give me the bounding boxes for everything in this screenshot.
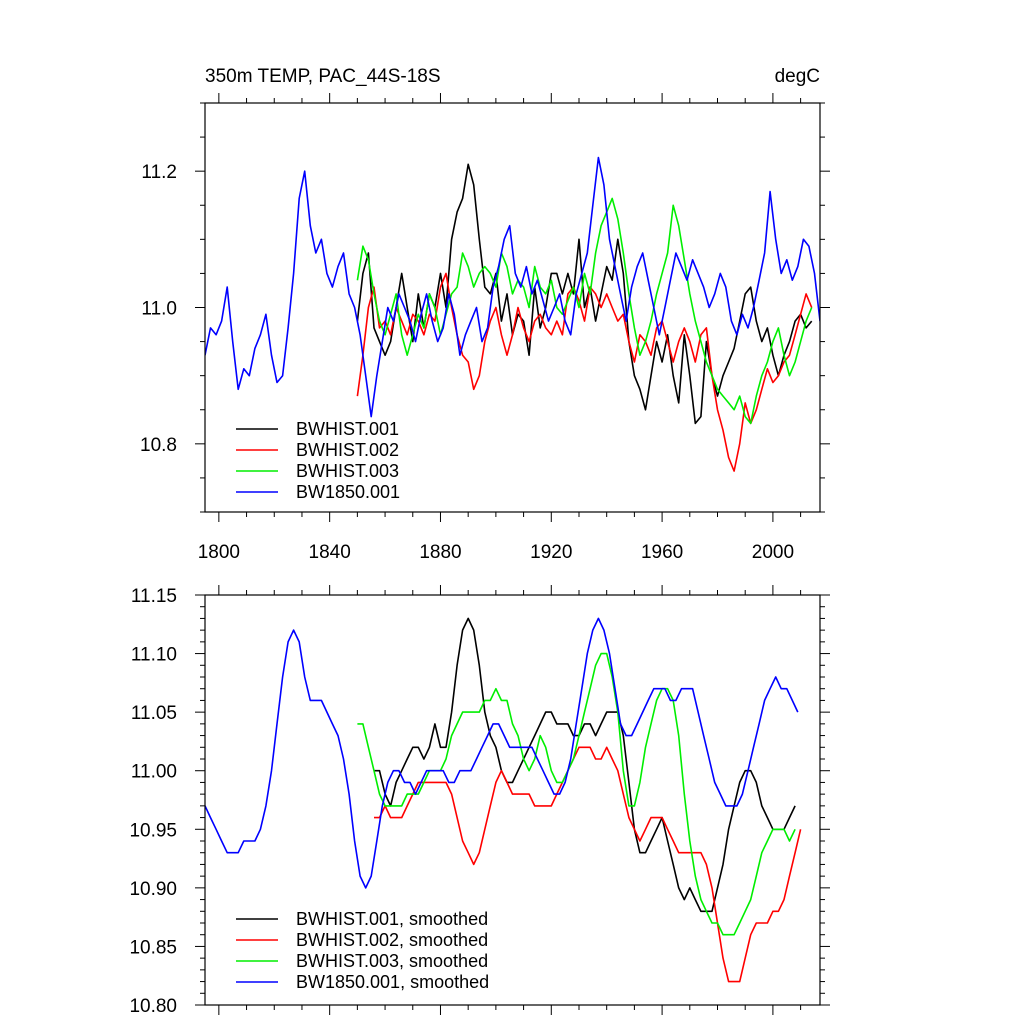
legend-entry: BW1850.001: [296, 482, 400, 502]
y-tick-label: 10.8: [140, 435, 177, 456]
series-line-bw1850-001: [205, 156, 820, 418]
y-tick-label: 10.90: [129, 879, 177, 900]
y-tick-label: 11.00: [131, 762, 177, 783]
y-tick-label: 10.85: [129, 937, 177, 958]
legend-entry: BWHIST.003: [296, 461, 399, 481]
legend-entry: BWHIST.002, smoothed: [296, 930, 488, 950]
chart-title: 350m TEMP, PAC_44S-18S: [205, 66, 441, 87]
series-line-bwhist-001-smoothed: [374, 617, 796, 913]
legend-entry: BWHIST.001: [296, 419, 399, 439]
x-tick-label: 1960: [641, 542, 683, 563]
x-tick-label: 1920: [530, 542, 572, 563]
legend-entry: BW1850.001, smoothed: [296, 972, 489, 992]
series-line-bwhist-002-smoothed: [374, 746, 802, 983]
legend-entry: BWHIST.001, smoothed: [296, 909, 488, 929]
x-tick-label: 2000: [752, 542, 794, 563]
y-tick-label: 11.05: [131, 703, 177, 724]
series-line-bwhist-003: [356, 197, 813, 425]
plot-frame: [204, 594, 821, 1006]
top-panel-raw-series: 350m TEMP, PAC_44S-18S degC 1800 1840 1880 19…: [140, 66, 830, 563]
y-tick-label: 11.2: [141, 162, 177, 183]
series-line-bwhist-002: [356, 272, 813, 472]
y-tick-label: 11.10: [131, 645, 177, 666]
y-tick-label: 11.15: [131, 586, 177, 607]
series-lines: [205, 156, 820, 472]
series-line-bw1850-001-smoothed: [205, 617, 799, 889]
legend-entry: BWHIST.002: [296, 440, 399, 460]
x-tick-label: 1880: [419, 542, 461, 563]
y-tick-label: 11.0: [141, 299, 177, 320]
chart-units: degC: [775, 66, 820, 87]
bottom-panel-smoothed-series: 10.80 10.85 10.90 10.95 11.00 11.05 11.10 11.15…: [129, 585, 830, 1017]
x-tick-label: 1840: [309, 542, 351, 563]
y-tick-label: 10.95: [129, 820, 177, 841]
y-tick-label: 10.80: [129, 996, 177, 1017]
x-tick-label: 1800: [198, 542, 240, 563]
legend-entry: BWHIST.003, smoothed: [296, 951, 488, 971]
series-lines: [205, 617, 802, 983]
